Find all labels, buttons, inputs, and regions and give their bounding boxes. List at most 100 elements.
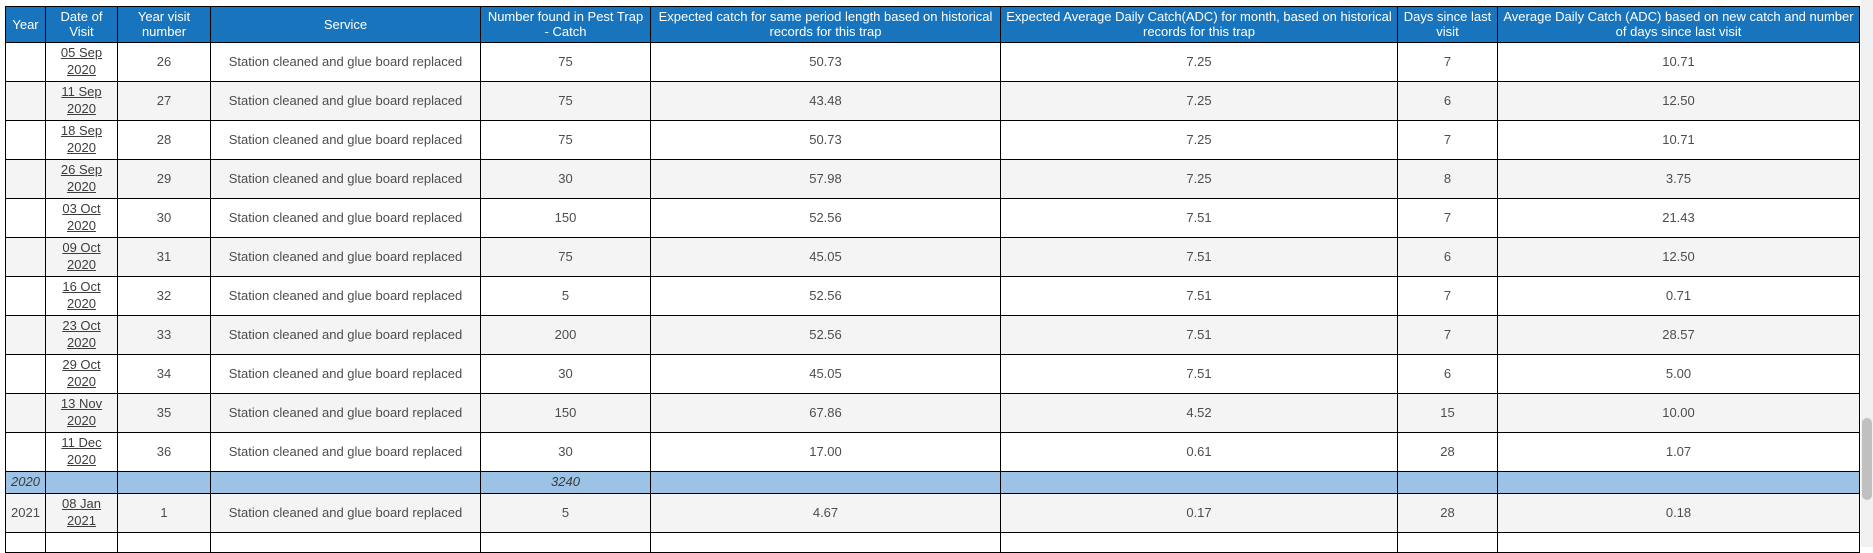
- days-since-cell: 7: [1397, 119, 1498, 160]
- expected-adc-cell: 7.51: [1000, 314, 1398, 355]
- expected-catch-cell: 50.73: [650, 119, 1001, 160]
- adc-cell: 12.50: [1497, 80, 1860, 121]
- vertical-scrollbar-track[interactable]: [1861, 0, 1873, 547]
- days-since-cell: 28: [1397, 492, 1498, 533]
- days-since-cell: 15: [1397, 392, 1498, 433]
- table-row: 16 Oct 2020 32 Station cleaned and glue bo…: [5, 275, 1860, 316]
- visit-cell: 32: [117, 275, 211, 316]
- year-cell: 2021: [5, 492, 46, 533]
- date-cell: 18 Sep 2020: [45, 119, 118, 160]
- table-row: 03 Oct 2020 30 Station cleaned and glue bo…: [5, 197, 1860, 238]
- date-of-visit-link[interactable]: 16 Oct 2020: [62, 279, 101, 311]
- table-row: 26 Sep 2020 29 Station cleaned and glue bo…: [5, 158, 1860, 199]
- service-cell: Station cleaned and glue board replaced: [210, 431, 481, 472]
- date-of-visit-link[interactable]: 11 Sep 2020: [61, 84, 102, 116]
- table-row: 2021 08 Jan 2021 1 Station cleaned and glue…: [5, 492, 1860, 533]
- summary-empty-cell: [650, 470, 1001, 494]
- partial-cell: [45, 531, 118, 553]
- year-cell: [5, 314, 46, 355]
- date-of-visit-link[interactable]: 11 Dec 2020: [61, 435, 102, 467]
- date-cell: 09 Oct 2020: [45, 236, 118, 277]
- expected-catch-cell: 67.86: [650, 392, 1001, 433]
- service-cell: Station cleaned and glue board replaced: [210, 41, 481, 82]
- days-since-cell: 28: [1397, 431, 1498, 472]
- year-cell: [5, 353, 46, 394]
- date-of-visit-link[interactable]: 18 Sep 2020: [60, 123, 103, 155]
- adc-cell: 28.57: [1497, 314, 1860, 355]
- expected-catch-cell: 17.00: [650, 431, 1001, 472]
- table-row: 09 Oct 2020 31 Station cleaned and glue bo…: [5, 236, 1860, 277]
- date-of-visit-link[interactable]: 05 Sep 2020: [60, 45, 103, 77]
- visit-cell: 30: [117, 197, 211, 238]
- partial-cell: [210, 531, 481, 553]
- visit-cell: 28: [117, 119, 211, 160]
- adc-cell: 21.43: [1497, 197, 1860, 238]
- date-of-visit-link[interactable]: 13 Nov 2020: [60, 396, 103, 428]
- partial-cell: [1397, 531, 1498, 553]
- expected-adc-cell: 7.25: [1000, 119, 1398, 160]
- year-cell: [5, 41, 46, 82]
- catch-cell: 5: [480, 492, 651, 533]
- service-cell: Station cleaned and glue board replaced: [210, 119, 481, 160]
- date-of-visit-link[interactable]: 29 Oct 2020: [62, 357, 101, 389]
- expected-adc-cell: 4.52: [1000, 392, 1398, 433]
- date-of-visit-link[interactable]: 23 Oct 2020: [62, 318, 101, 350]
- adc-cell: 5.00: [1497, 353, 1860, 394]
- date-cell: 11 Sep 2020: [45, 80, 118, 121]
- table-header-row: Year Date of Visit Year visit number Servic…: [5, 6, 1860, 43]
- table-row: 11 Sep 2020 27 Station cleaned and glue bo…: [5, 80, 1860, 121]
- summary-empty-cell: [1497, 470, 1860, 494]
- partial-cell: [480, 531, 651, 553]
- adc-cell: 3.75: [1497, 158, 1860, 199]
- year-cell: [5, 431, 46, 472]
- year-cell: [5, 197, 46, 238]
- visit-cell: 35: [117, 392, 211, 433]
- column-header-catch: Number found in Pest Trap - Catch: [480, 6, 651, 43]
- days-since-cell: 7: [1397, 197, 1498, 238]
- catch-cell: 30: [480, 158, 651, 199]
- catch-cell: 30: [480, 353, 651, 394]
- summary-catch-total-cell: 3240: [480, 470, 651, 494]
- date-cell: 23 Oct 2020: [45, 314, 118, 355]
- expected-catch-cell: 4.67: [650, 492, 1001, 533]
- date-of-visit-link[interactable]: 08 Jan 2021: [61, 496, 102, 528]
- partial-cell: [5, 531, 46, 553]
- year-cell: [5, 236, 46, 277]
- expected-catch-cell: 52.56: [650, 275, 1001, 316]
- vertical-scrollbar-thumb[interactable]: [1862, 418, 1872, 500]
- date-cell: 08 Jan 2021: [45, 492, 118, 533]
- days-since-cell: 6: [1397, 80, 1498, 121]
- adc-cell: 10.00: [1497, 392, 1860, 433]
- days-since-cell: 8: [1397, 158, 1498, 199]
- catch-cell: 75: [480, 80, 651, 121]
- year-cell: [5, 392, 46, 433]
- expected-catch-cell: 45.05: [650, 236, 1001, 277]
- expected-catch-cell: 52.56: [650, 314, 1001, 355]
- expected-adc-cell: 7.51: [1000, 197, 1398, 238]
- service-cell: Station cleaned and glue board replaced: [210, 392, 481, 433]
- column-header-year: Year: [5, 6, 46, 43]
- expected-adc-cell: 0.61: [1000, 431, 1398, 472]
- date-of-visit-link[interactable]: 09 Oct 2020: [62, 240, 101, 272]
- expected-adc-cell: 7.25: [1000, 80, 1398, 121]
- catch-cell: 75: [480, 119, 651, 160]
- visit-cell: 34: [117, 353, 211, 394]
- date-of-visit-link[interactable]: 26 Sep 2020: [60, 162, 103, 194]
- pest-trap-visits-table: Year Date of Visit Year visit number Servic…: [5, 6, 1860, 553]
- visit-cell: 36: [117, 431, 211, 472]
- date-cell: 11 Dec 2020: [45, 431, 118, 472]
- expected-catch-cell: 57.98: [650, 158, 1001, 199]
- partial-cell: [117, 531, 211, 553]
- expected-adc-cell: 0.17: [1000, 492, 1398, 533]
- service-cell: Station cleaned and glue board replaced: [210, 80, 481, 121]
- date-cell: 26 Sep 2020: [45, 158, 118, 199]
- service-cell: Station cleaned and glue board replaced: [210, 314, 481, 355]
- table-row: 23 Oct 2020 33 Station cleaned and glue bo…: [5, 314, 1860, 355]
- visit-cell: 29: [117, 158, 211, 199]
- year-cell: [5, 119, 46, 160]
- expected-catch-cell: 52.56: [650, 197, 1001, 238]
- date-of-visit-link[interactable]: 03 Oct 2020: [62, 201, 101, 233]
- adc-cell: 10.71: [1497, 41, 1860, 82]
- adc-cell: 0.71: [1497, 275, 1860, 316]
- days-since-cell: 6: [1397, 353, 1498, 394]
